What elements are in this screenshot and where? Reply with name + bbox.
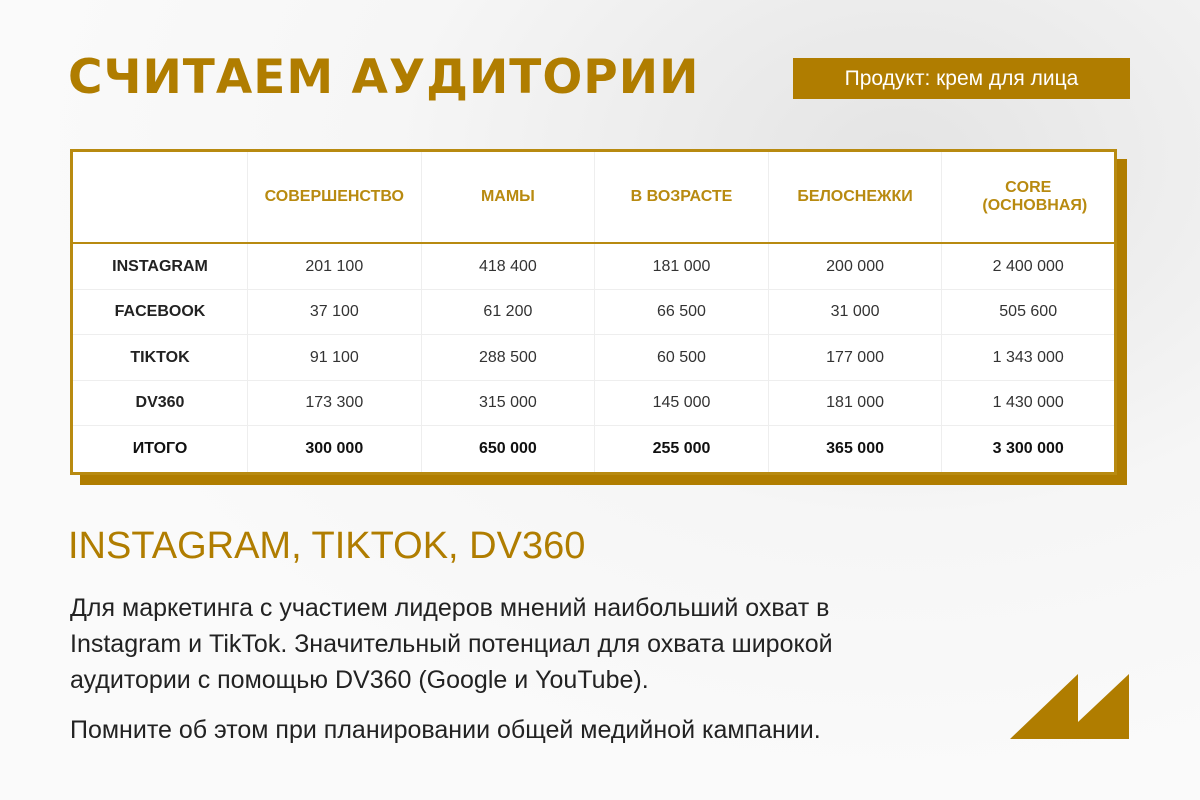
table-cell: 61 200 bbox=[420, 289, 596, 336]
table-cell: 1 430 000 bbox=[941, 379, 1116, 427]
table-cell: 365 000 bbox=[767, 425, 943, 474]
column-header: В ВОЗРАСТЕ bbox=[594, 150, 769, 244]
table-cell: 200 000 bbox=[767, 242, 943, 291]
table-cell: 1 343 000 bbox=[941, 334, 1116, 381]
table-cell: 181 000 bbox=[594, 242, 769, 291]
table-cell: 505 600 bbox=[941, 289, 1116, 336]
table-row: INSTAGRAM 201 100 418 400 181 000 200 000 2 4… bbox=[71, 242, 1116, 291]
table-cell: 37 100 bbox=[247, 289, 422, 336]
table-cell: 66 500 bbox=[594, 289, 769, 336]
table-cell: 418 400 bbox=[420, 242, 596, 291]
column-header: CORE (ОСНОВНАЯ) bbox=[941, 150, 1116, 244]
table-row: DV360 173 300 315 000 145 000 181 000 1 430 0… bbox=[71, 379, 1116, 427]
corner-cell bbox=[71, 150, 248, 244]
table-cell: 2 400 000 bbox=[941, 242, 1116, 291]
table-cell: 300 000 bbox=[247, 425, 422, 474]
audience-table: СОВЕРШЕНСТВО МАМЫ В ВОЗРАСТЕ БЕЛОСНЕЖКИ … bbox=[70, 149, 1117, 475]
paragraph-note: Помните об этом при планировании общей м… bbox=[70, 716, 821, 744]
column-header: СОВЕРШЕНСТВО bbox=[247, 150, 422, 244]
table-row: TIKTOK 91 100 288 500 60 500 177 000 1 343 00… bbox=[71, 334, 1116, 381]
table-cell: 201 100 bbox=[247, 242, 422, 291]
table-cell: 173 300 bbox=[247, 379, 422, 427]
table-cell: 288 500 bbox=[420, 334, 596, 381]
table-cell: 650 000 bbox=[420, 425, 596, 474]
product-badge: Продукт: крем для лица bbox=[793, 58, 1130, 99]
column-header: МАМЫ bbox=[420, 150, 596, 244]
row-label: FACEBOOK bbox=[71, 289, 248, 336]
row-label: ИТОГО bbox=[71, 425, 248, 474]
table-cell: 91 100 bbox=[247, 334, 422, 381]
subtitle: INSTAGRAM, TIKTOK, DV360 bbox=[68, 525, 586, 567]
row-label: DV360 bbox=[71, 379, 248, 427]
table-cell: 3 300 000 bbox=[941, 425, 1116, 474]
table-header-row: СОВЕРШЕНСТВО МАМЫ В ВОЗРАСТЕ БЕЛОСНЕЖКИ … bbox=[71, 150, 1116, 244]
page-title: СЧИТАЕМ АУДИТОРИИ bbox=[68, 50, 700, 105]
table-cell: 181 000 bbox=[767, 379, 943, 427]
paragraph-main: Для маркетинга с участием лидеров мнений… bbox=[70, 594, 833, 694]
table-row: FACEBOOK 37 100 61 200 66 500 31 000 505 600 bbox=[71, 289, 1116, 336]
table-cell: 315 000 bbox=[420, 379, 596, 427]
total-row: ИТОГО 300 000 650 000 255 000 365 000 3 300 0… bbox=[71, 425, 1116, 474]
row-label: TIKTOK bbox=[71, 334, 248, 381]
row-label: INSTAGRAM bbox=[71, 242, 248, 291]
